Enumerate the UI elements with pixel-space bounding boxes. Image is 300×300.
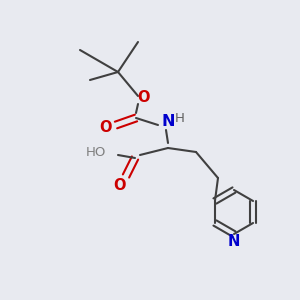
- Text: H: H: [175, 112, 185, 125]
- Text: HO: HO: [86, 146, 106, 158]
- Text: O: O: [137, 91, 149, 106]
- Text: O: O: [100, 121, 112, 136]
- Text: O: O: [114, 178, 126, 194]
- Text: N: N: [228, 233, 240, 248]
- Text: N: N: [161, 113, 175, 128]
